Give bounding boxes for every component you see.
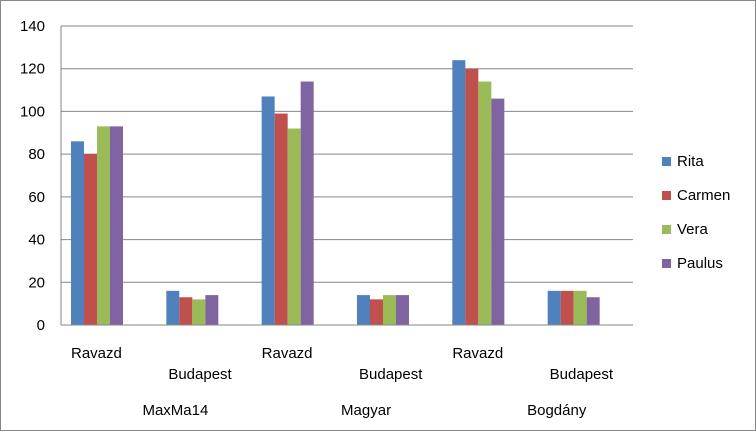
legend-swatch-carmen (662, 191, 671, 200)
bar-rita-1 (166, 290, 180, 325)
bar-carmen-0 (84, 154, 97, 325)
bar-rita-2 (261, 96, 275, 325)
bar-paulus-4 (491, 98, 505, 325)
y-tick-label: 80 (28, 146, 45, 163)
legend-swatch-rita (662, 157, 671, 166)
x-category-label: Budapest (359, 366, 423, 383)
bar-vera-4 (478, 81, 492, 326)
bar-rita-3 (357, 295, 370, 325)
y-tick-label: 40 (28, 232, 45, 249)
axes (60, 26, 633, 326)
x-group-label: Magyar (341, 402, 391, 419)
bar-vera-0 (97, 126, 110, 325)
legend: Rita Carmen Vera Paulus (662, 153, 730, 272)
legend-swatch-paulus (662, 259, 671, 268)
y-tick-label: 100 (20, 103, 45, 120)
bar-carmen-2 (274, 113, 288, 325)
bar-carmen-5 (560, 290, 574, 325)
y-tick-label: 140 (20, 18, 45, 35)
bar-paulus-5 (586, 297, 600, 325)
bars (71, 60, 600, 326)
y-tick-label: 0 (37, 317, 45, 334)
x-category-label: Ravazd (71, 345, 122, 362)
bar-paulus-1 (205, 295, 219, 325)
legend-label-carmen: Carmen (677, 187, 730, 204)
bar-paulus-3 (396, 295, 409, 325)
x-category-label: Ravazd (262, 345, 313, 362)
y-tick-label: 120 (20, 61, 45, 78)
x-category-label: Budapest (168, 366, 232, 383)
y-tick-label: 60 (28, 189, 45, 206)
axis-labels: 0 20 40 60 80 100 120 140 Ravazd Budapest MaxMa14 R… (20, 18, 614, 419)
bar-paulus-0 (110, 126, 123, 325)
bar-vera-3 (383, 295, 396, 325)
bar-vera-1 (192, 299, 206, 325)
x-category-label: Budapest (550, 366, 614, 383)
bar-carmen-3 (370, 299, 383, 325)
legend-label-rita: Rita (677, 153, 704, 170)
legend-label-paulus: Paulus (677, 255, 723, 272)
bar-rita-4 (452, 60, 466, 326)
y-tick-label: 20 (28, 274, 45, 291)
bar-vera-2 (287, 128, 301, 325)
x-group-label: Bogdány (527, 402, 587, 419)
bar-rita-0 (71, 141, 84, 325)
x-group-label: MaxMa14 (142, 402, 208, 419)
bar-carmen-4 (465, 68, 479, 325)
gridlines (61, 25, 633, 283)
bar-paulus-2 (300, 81, 314, 326)
bar-carmen-1 (179, 297, 193, 325)
legend-swatch-vera (662, 225, 671, 234)
bar-rita-5 (547, 290, 561, 325)
x-category-label: Ravazd (452, 345, 503, 362)
bar-vera-5 (573, 290, 587, 325)
legend-label-vera: Vera (677, 221, 709, 238)
